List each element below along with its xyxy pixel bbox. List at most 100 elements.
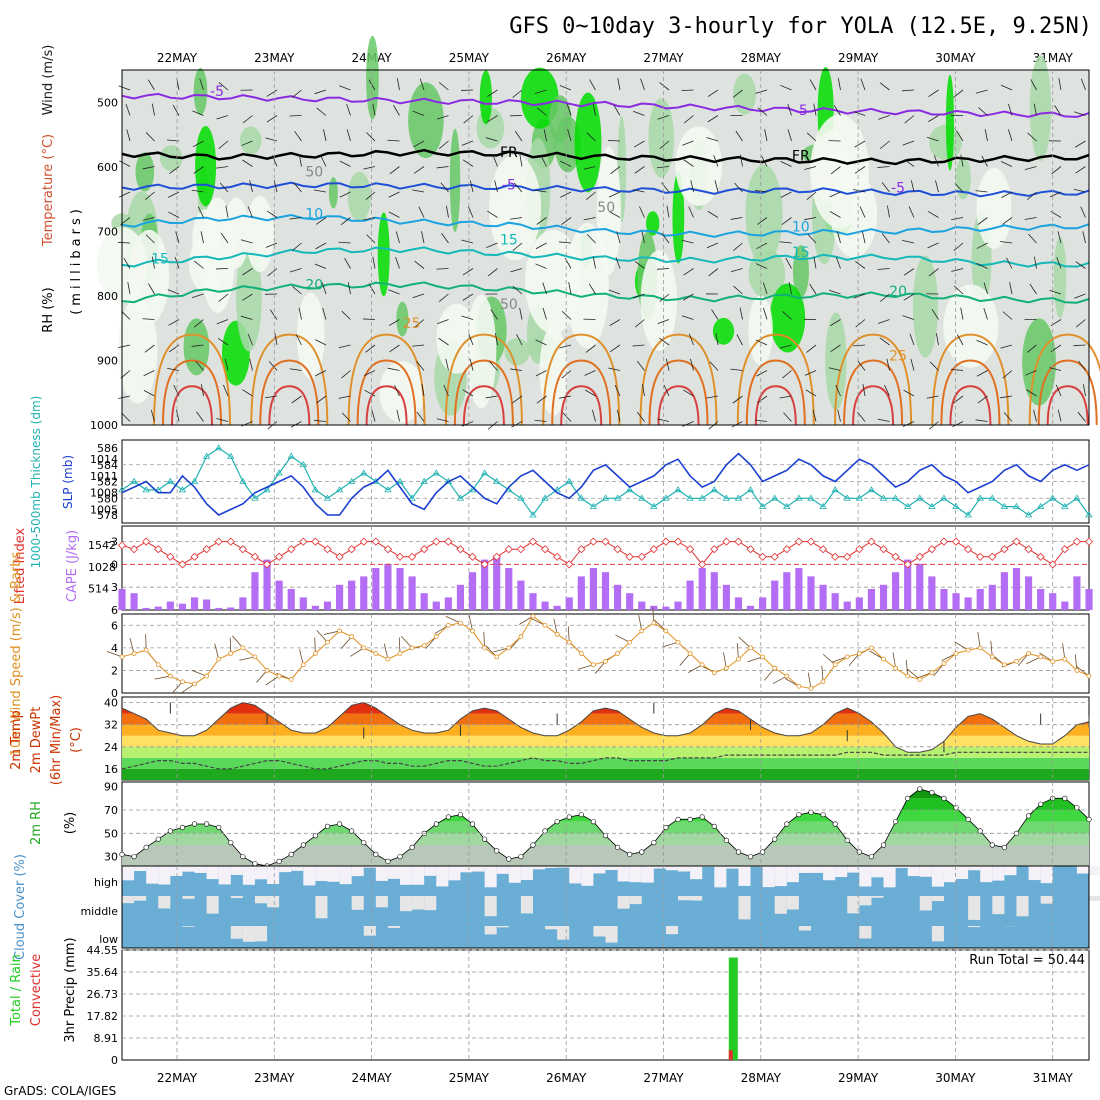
wind-barb	[877, 166, 890, 168]
cloud-low-gap	[182, 926, 195, 927]
contour-label: 15	[500, 232, 518, 248]
rh-point	[880, 842, 887, 848]
thickness-point	[722, 494, 731, 501]
rh-point	[445, 814, 451, 820]
contour-label: 50	[500, 297, 518, 313]
wind-barb	[315, 370, 327, 377]
wind-barb	[363, 370, 376, 376]
wind-speed-point	[748, 645, 753, 651]
dry-blob	[640, 250, 678, 351]
wind-speed-point	[941, 661, 947, 667]
wind-barb	[388, 191, 400, 198]
cape-bar	[227, 607, 235, 610]
wind-barb	[682, 421, 694, 427]
wind-speed-point	[760, 654, 766, 660]
wind-barb	[975, 89, 988, 94]
rh-band	[122, 789, 1089, 799]
wind-barb	[487, 210, 498, 218]
wind-barb	[608, 191, 621, 198]
slp-ytick: 1011	[90, 470, 118, 483]
wind10m-barb	[232, 635, 244, 649]
rh-point	[627, 851, 633, 857]
dry-blob	[810, 114, 869, 229]
wind-speed-point	[1086, 673, 1092, 679]
cloud-high-gap	[919, 866, 932, 877]
thickness-point	[529, 511, 537, 518]
wind-speed-point	[808, 686, 814, 691]
wind-speed-point	[832, 662, 838, 668]
diurnal-isotherm	[259, 359, 320, 426]
rh-point	[518, 854, 524, 860]
bottom-date-label: 31MAY	[1033, 1071, 1074, 1085]
wind-barb	[192, 140, 204, 148]
cape-bar	[964, 597, 972, 610]
wind-barb	[781, 217, 792, 225]
wind10m-barb	[483, 631, 486, 648]
wind-barb	[1002, 217, 1013, 225]
cape-bar	[710, 572, 718, 610]
rh-point	[989, 842, 995, 848]
wind-barb	[983, 307, 988, 320]
wind-barb	[812, 409, 817, 422]
wind-barb	[1000, 241, 1013, 244]
cape-bar	[130, 593, 138, 610]
diurnal-isotherm	[250, 333, 329, 426]
rh-shade-blob	[748, 249, 786, 299]
wind-barb	[609, 344, 621, 353]
cloud-high-gap	[484, 866, 497, 888]
cloud-high-gap	[605, 866, 618, 871]
wind-speed-point	[699, 662, 705, 668]
wind-barb	[242, 293, 253, 301]
rh-point	[204, 821, 210, 827]
wind-barb	[960, 154, 964, 167]
wind-barb	[372, 103, 376, 116]
wind-barb	[1008, 129, 1013, 142]
wind-barb	[534, 89, 547, 94]
upper_air-frame	[121, 69, 1090, 426]
wind-barb	[960, 307, 964, 320]
contour-label: 15	[792, 245, 810, 261]
cloud-high-gap	[641, 866, 654, 883]
wind-barb	[589, 79, 596, 91]
wind10m-barb	[662, 641, 679, 648]
wind-speed-point	[1038, 654, 1044, 660]
rh-point	[554, 819, 560, 825]
wind-barb	[977, 217, 988, 225]
wind-barb	[632, 189, 645, 193]
upper-air-ytick: 900	[97, 354, 118, 367]
thickness-point	[202, 452, 211, 459]
wind10m-barb	[314, 637, 316, 654]
thickness-point	[178, 486, 187, 493]
rh-shade-blob	[733, 73, 757, 115]
lifted-index-point	[794, 537, 804, 546]
lifted-index-point	[988, 552, 997, 561]
wind-barb	[976, 339, 988, 346]
thickness-ylabel: 1000-500mb Thickness (dm) SLP (mb)	[29, 396, 75, 569]
thickness-point	[408, 494, 416, 501]
wind-barb	[585, 344, 596, 353]
contour-label: 20	[305, 277, 323, 293]
rh-label: RH (%)	[41, 287, 56, 332]
wind-barb	[636, 411, 645, 422]
wind-barb	[1075, 319, 1086, 328]
rh-band	[122, 833, 1089, 845]
wind-barb	[1003, 412, 1013, 422]
diurnal-isotherm	[542, 333, 621, 426]
wind-barb	[902, 240, 915, 244]
wind-speed-point	[167, 673, 173, 679]
thickness-ytick: 580	[97, 492, 118, 505]
wind-barb	[421, 384, 425, 397]
top-date-label: 22MAY	[157, 51, 198, 65]
cape-bar	[311, 605, 319, 610]
wind10m-barb	[340, 636, 352, 649]
wind-barb	[780, 84, 792, 91]
rh-point	[675, 816, 681, 822]
wind-speed-point	[723, 665, 729, 671]
wind-barb	[445, 358, 449, 371]
cloud-high-gap	[303, 866, 316, 886]
wind-barb	[903, 293, 915, 301]
pressure-ylabel: (millibars)	[69, 205, 84, 315]
rh-point	[965, 816, 971, 822]
bottom-date-label: 28MAY	[741, 1071, 782, 1085]
wind-barb	[559, 395, 572, 399]
